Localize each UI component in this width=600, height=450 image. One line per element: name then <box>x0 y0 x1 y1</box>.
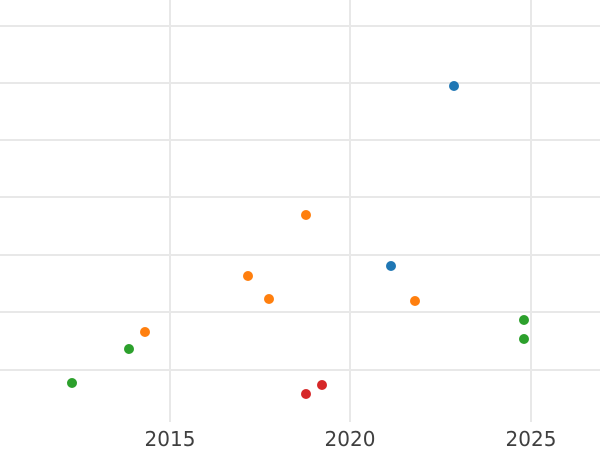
h-gridline <box>0 254 600 256</box>
v-gridline <box>530 0 532 422</box>
x-tick-label: 2015 <box>144 427 196 450</box>
scatter-point-orange <box>409 295 421 307</box>
h-gridline <box>0 139 600 141</box>
scatter-point-orange <box>139 326 151 338</box>
h-gridline <box>0 25 600 27</box>
scatter-point-orange <box>242 270 254 282</box>
x-tick-label: 2020 <box>324 427 376 450</box>
scatter-point-red <box>316 379 328 391</box>
h-gridline <box>0 311 600 313</box>
scatter-point-orange <box>263 293 275 305</box>
v-gridline <box>169 0 171 422</box>
scatter-point-red <box>300 388 312 400</box>
h-gridline <box>0 82 600 84</box>
scatter-point-green <box>518 314 530 326</box>
scatter-point-green <box>123 343 135 355</box>
v-gridline <box>349 0 351 422</box>
scatter-point-blue <box>448 80 460 92</box>
x-tick-label: 2025 <box>505 427 557 450</box>
scatter-point-green <box>518 333 530 345</box>
scatter-point-blue <box>385 260 397 272</box>
scatter-point-orange <box>300 209 312 221</box>
h-gridline <box>0 369 600 371</box>
h-gridline <box>0 196 600 198</box>
scatter-point-green <box>66 377 78 389</box>
